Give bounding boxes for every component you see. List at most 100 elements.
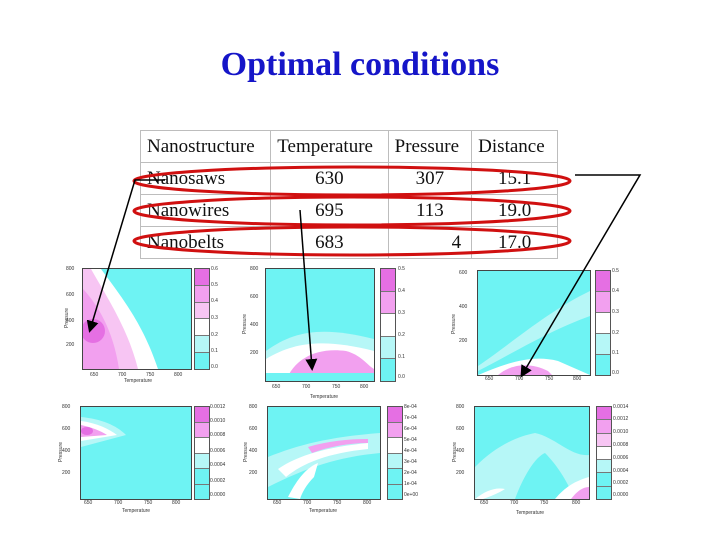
contour-area — [477, 270, 591, 376]
x-tick: 800 — [360, 384, 369, 390]
legend-tick: 0.0004 — [613, 468, 629, 474]
x-tick: 650 — [273, 500, 282, 506]
y-axis-label: Pressure — [58, 441, 64, 462]
contour-area — [474, 406, 590, 500]
y-tick: 600 — [249, 426, 258, 432]
legend-tick: 0.0012 — [613, 416, 629, 422]
contour-area — [267, 406, 381, 500]
cell-name: Nanosaws — [139, 162, 272, 195]
legend-tick: 0.1 — [398, 354, 405, 360]
legend-tick: 0.4 — [211, 298, 218, 304]
x-tick: 750 — [144, 500, 153, 506]
contour-svg — [83, 269, 191, 369]
legend-tick: 0.0006 — [613, 455, 629, 461]
legend-tick: 0.0002 — [210, 478, 226, 484]
y-axis-label: Pressure — [452, 441, 458, 462]
contour-area — [80, 406, 192, 500]
y-tick: 400 — [66, 318, 75, 324]
legend-tick: 0.4 — [612, 288, 619, 294]
header-temperature: Temperature — [270, 130, 389, 163]
header-pressure: Pressure — [387, 130, 473, 163]
legend-tick: 0.0014 — [613, 404, 629, 410]
legend-tick: 0.0004 — [210, 462, 226, 468]
legend-tick: 0.3 — [398, 310, 405, 316]
legend-tick: 5e-04 — [404, 437, 417, 443]
contour-plot-5: 800 600 400 200 Pressure 650 700 750 800… — [243, 400, 435, 522]
x-axis-label: Temperature — [310, 394, 339, 400]
x-axis-label: Temperature — [122, 508, 151, 514]
header-nanostructure: Nanostructure — [139, 130, 272, 163]
cell-pressure: 4 — [387, 226, 473, 259]
color-legend — [380, 268, 396, 382]
cell-pressure: 307 — [387, 162, 473, 195]
table-row: Nanosaws 630 307 15.1 — [139, 162, 558, 195]
y-tick: 800 — [456, 404, 465, 410]
y-tick: 800 — [250, 266, 259, 272]
contour-area — [265, 268, 375, 382]
cell-pressure: 113 — [387, 194, 473, 227]
x-tick: 700 — [510, 500, 519, 506]
cell-name: Nanowires — [139, 194, 272, 227]
x-tick: 800 — [172, 500, 181, 506]
x-tick: 800 — [363, 500, 372, 506]
legend-tick: 0.0012 — [210, 404, 226, 410]
legend-tick: 0.0006 — [210, 448, 226, 454]
legend-tick: 6e-04 — [404, 426, 417, 432]
x-tick: 700 — [302, 384, 311, 390]
x-tick: 750 — [332, 384, 341, 390]
y-tick: 400 — [456, 448, 465, 454]
x-tick: 650 — [90, 372, 99, 378]
legend-tick: 0.0 — [612, 370, 619, 376]
color-legend — [596, 406, 612, 500]
x-tick: 800 — [572, 500, 581, 506]
x-axis-label: Temperature — [516, 510, 545, 516]
legend-tick: 0.2 — [398, 332, 405, 338]
x-axis-label: Temperature — [309, 508, 338, 514]
y-axis-label: Pressure — [242, 313, 248, 334]
table-header-row: Nanostructure Temperature Pressure Dista… — [139, 130, 558, 163]
contour-svg — [81, 407, 191, 499]
y-tick: 400 — [249, 448, 258, 454]
legend-tick: 2e-04 — [404, 470, 417, 476]
y-tick: 800 — [62, 404, 71, 410]
y-tick: 800 — [249, 404, 258, 410]
y-tick: 200 — [459, 338, 468, 344]
legend-tick: 0.0008 — [613, 442, 629, 448]
legend-tick: 0.2 — [211, 332, 218, 338]
contour-band — [475, 488, 505, 499]
legend-tick: 0.0000 — [613, 492, 629, 498]
legend-tick: 0.1 — [612, 350, 619, 356]
y-tick: 200 — [66, 342, 75, 348]
x-tick: 750 — [540, 500, 549, 506]
contour-svg — [475, 407, 589, 499]
y-tick: 600 — [62, 426, 71, 432]
y-tick: 600 — [66, 292, 75, 298]
legend-tick: 0.6 — [211, 266, 218, 272]
legend-tick: 4e-04 — [404, 448, 417, 454]
contour-plot-4: 800 600 400 200 Pressure 650 700 750 800… — [58, 400, 235, 522]
contour-plot-6: 800 600 400 200 Pressure 650 700 750 800… — [450, 400, 640, 524]
legend-tick: 0.5 — [612, 268, 619, 274]
x-tick: 750 — [146, 372, 155, 378]
x-axis-label: Temperature — [124, 378, 153, 384]
y-tick: 200 — [456, 470, 465, 476]
legend-tick: 0.0 — [211, 364, 218, 370]
cell-temperature: 630 — [270, 162, 389, 195]
legend-tick: 7e-04 — [404, 415, 417, 421]
table-row: Nanobelts 683 4 17.0 — [139, 226, 558, 259]
legend-tick: 0e+00 — [404, 492, 419, 498]
cell-name: Nanobelts — [139, 226, 272, 259]
legend-tick: 0.5 — [398, 266, 405, 272]
contour-band — [266, 373, 374, 381]
x-tick: 650 — [272, 384, 281, 390]
cell-distance: 17.0 — [471, 226, 558, 259]
legend-tick: 0.2 — [612, 330, 619, 336]
x-tick: 800 — [573, 376, 582, 382]
contour-band — [288, 463, 318, 499]
x-tick: 800 — [174, 372, 183, 378]
x-tick: 650 — [480, 500, 489, 506]
contour-band — [278, 443, 368, 477]
cell-distance: 15.1 — [471, 162, 558, 195]
table-row: Nanowires 695 113 19.0 — [139, 194, 558, 227]
legend-tick: 0.4 — [398, 288, 405, 294]
